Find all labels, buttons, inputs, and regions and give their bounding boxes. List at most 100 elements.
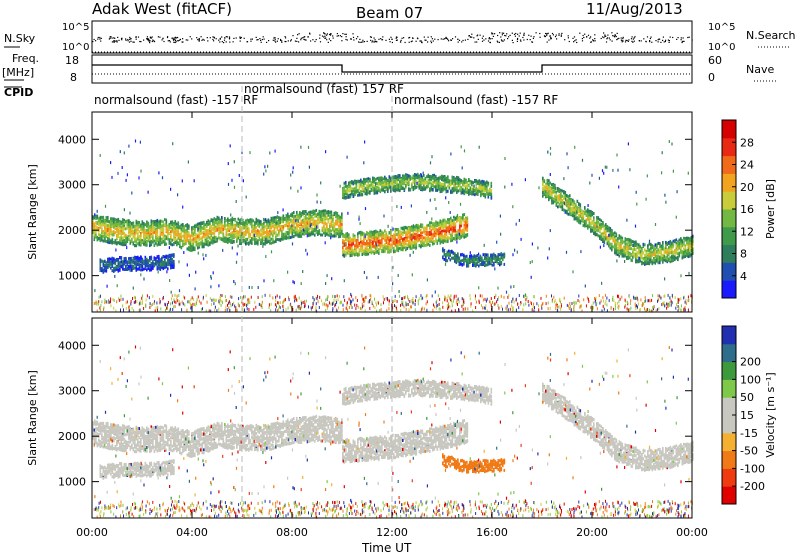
power-cell [144,242,147,246]
power-cell [397,249,400,253]
power-cell [363,183,365,187]
nsky-point [615,35,617,38]
power-cell [408,235,410,239]
power-cell [230,218,232,222]
power-cell [213,224,216,228]
nsky-point [664,40,666,43]
power-cell [370,247,373,251]
power-cell [177,231,180,235]
power-cell [195,241,198,244]
power-cell [209,242,211,245]
power-cell [111,239,114,243]
power-cell [444,225,446,229]
power-cell [150,219,153,223]
power-cell [429,239,431,243]
nsky-point [309,33,311,35]
power-cell [116,221,118,225]
nsky-point [212,36,214,38]
nsky-point [127,38,129,41]
power-cell [177,241,180,245]
nsky-point [243,37,245,39]
power-cell [110,257,112,261]
power-cell [114,231,117,235]
power-cell [320,215,322,219]
power-cell [361,253,364,256]
power-cell [300,226,303,230]
power-cell [296,230,298,234]
power-cell [197,240,199,244]
power-cell [221,227,223,231]
power-cell [406,226,409,230]
power-cell [445,223,448,227]
power-cell [330,229,333,233]
nsky-point [346,39,348,41]
power-cell [378,181,380,185]
power-cell [158,236,160,240]
power-cell [352,180,355,184]
power-cell [299,232,301,236]
power-cell [373,251,376,255]
power-cell [249,220,252,223]
nsky-point [175,39,177,41]
nsky-point [391,41,393,44]
power-cell [119,230,121,234]
power-cell [177,236,180,240]
power-cell [135,229,138,233]
power-cell [355,247,358,251]
nsky-point [369,36,372,38]
power-cell [174,220,177,224]
power-cell [314,209,316,213]
nsky-point [576,41,578,44]
power-cell [378,176,380,180]
power-cell [360,240,362,244]
power-cell [453,215,455,219]
power-cell [113,220,115,224]
power-cell [385,177,388,181]
power-cell [159,266,162,270]
power-cell [122,218,124,222]
power-cell [105,265,108,269]
power-cell [270,232,273,236]
power-cell [162,231,165,235]
nsky-point [280,39,282,41]
power-cell [116,223,118,227]
nsky-point [374,39,376,41]
nsky-point [345,36,347,38]
power-cell [170,256,172,260]
nsky-point [125,38,127,40]
power-cell [439,238,442,242]
power-cell [156,261,159,265]
power-cell [168,253,171,257]
power-cell [276,224,279,228]
power-cell [366,242,368,246]
power-cell [394,184,397,188]
power-cell [324,209,327,213]
power-cell [339,222,342,226]
power-cell [436,239,439,243]
power-cell [176,233,178,237]
nsky-point [139,40,141,43]
power-cell [170,253,172,257]
power-cell [384,189,386,193]
power-cell [373,176,376,180]
power-cell [225,219,228,222]
power-cell [294,232,297,235]
nsky-point [330,40,332,42]
power-cell [149,259,151,263]
power-cell [102,230,105,233]
power-cell [366,192,368,196]
power-cell [134,232,136,236]
power-cell [451,219,454,223]
power-cell [442,241,445,244]
power-cell [155,219,157,223]
power-cell [117,234,120,238]
power-cell [159,233,162,237]
power-cell [375,191,377,195]
power-cell [282,225,285,229]
nsky-point [573,36,576,38]
power-cell [240,240,243,244]
power-cell [375,241,377,245]
power-cell [288,218,291,221]
power-cell [442,234,445,238]
power-cell [215,218,217,222]
